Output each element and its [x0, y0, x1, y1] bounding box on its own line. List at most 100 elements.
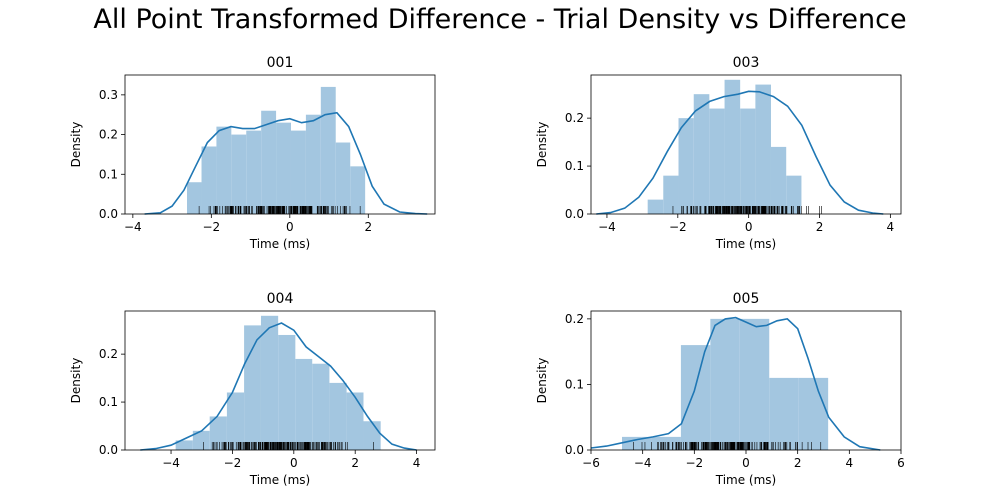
- histogram-bar: [740, 108, 756, 214]
- y-tick-label: 0.3: [99, 88, 118, 102]
- subplot-004: −4 −2 0 2 4 0.0 0.1 0.2 004 Time (ms) Density: [69, 291, 436, 487]
- x-tick-label: −4: [162, 456, 180, 470]
- y-tick-label: 0.0: [99, 207, 118, 221]
- histogram-bar: [680, 345, 711, 450]
- rug-marks: [672, 206, 822, 214]
- histogram-bar: [312, 363, 330, 450]
- histogram-bar: [209, 416, 227, 450]
- y-tick-label: 0.1: [99, 167, 118, 181]
- y-tick-label: 0.1: [565, 377, 584, 391]
- histogram-bar: [201, 146, 217, 214]
- histogram-bar: [346, 392, 364, 450]
- x-tick-label: −2: [669, 220, 687, 234]
- histogram-bar: [335, 142, 351, 214]
- kde-curve: [590, 316, 881, 451]
- kde-curve: [596, 90, 884, 215]
- y-tick-label: 0.1: [99, 395, 118, 409]
- rug-marks: [203, 442, 374, 450]
- histogram-bar: [260, 315, 279, 450]
- axes-frame: [590, 74, 902, 215]
- histogram-bar: [276, 122, 291, 214]
- y-axis-label: Density: [69, 122, 83, 168]
- axes-frame: [124, 74, 436, 215]
- y-tick-label: 0.0: [565, 207, 584, 221]
- subplot-title: 005: [733, 291, 760, 307]
- x-tick-label: 0: [290, 456, 298, 470]
- histogram-bar: [329, 382, 347, 450]
- x-tick-label: −2: [202, 220, 220, 234]
- x-tick-label: 2: [794, 456, 802, 470]
- y-axis-label: Density: [535, 358, 549, 404]
- histogram-bar: [290, 130, 306, 214]
- x-tick-label: −4: [124, 220, 142, 234]
- histogram-bar: [350, 166, 366, 214]
- x-tick-label: −2: [685, 456, 703, 470]
- x-tick-label: 4: [413, 456, 421, 470]
- histogram-bar: [663, 175, 679, 214]
- x-axis-label: Time (ms): [715, 473, 777, 487]
- subplot-title: 003: [733, 55, 760, 71]
- y-tick-label: 0.2: [99, 347, 118, 361]
- x-tick-label: 6: [897, 456, 905, 470]
- kde-curve: [144, 111, 428, 215]
- subplot-title: 004: [267, 291, 294, 307]
- histogram-bar: [755, 84, 771, 214]
- histogram-bar: [295, 358, 313, 450]
- rug-marks: [633, 442, 822, 450]
- histogram-bar: [770, 146, 787, 214]
- subplot-005: −6 −4 −2 0 2 4 6 0.0 0.1 0.2 005 Time (ms) Density: [535, 291, 905, 487]
- subplot-001: −4 −2 0 2 0.0 0.1 0.2 0.3 001 Time (ms) Density: [69, 55, 436, 251]
- x-axis-label: Time (ms): [249, 237, 311, 251]
- histogram-bar: [363, 421, 381, 450]
- histogram-bar: [246, 130, 262, 214]
- histogram-bar: [798, 377, 829, 450]
- x-tick-label: 0: [742, 456, 750, 470]
- histogram-bar: [244, 325, 261, 450]
- axes-frame: [124, 310, 436, 451]
- histogram-bar: [769, 377, 799, 450]
- histogram-bar: [622, 436, 652, 450]
- histogram-bar: [786, 175, 802, 214]
- histogram-bar: [226, 392, 245, 450]
- x-tick-label: 4: [887, 220, 895, 234]
- x-tick-label: −2: [224, 456, 242, 470]
- histogram-bar: [305, 114, 321, 214]
- y-axis-label: Density: [69, 358, 83, 404]
- histogram-bar: [739, 318, 770, 450]
- histogram-bar: [261, 110, 277, 214]
- x-tick-label: −4: [634, 456, 652, 470]
- histogram-bar: [678, 118, 694, 214]
- subplot-003: −4 −2 0 2 4 0.0 0.1 0.2 003 Time (ms) Density: [535, 55, 902, 251]
- histogram-bar: [693, 94, 710, 214]
- histogram-bar: [651, 436, 681, 450]
- x-tick-label: 2: [364, 220, 372, 234]
- histogram-bar: [278, 334, 296, 450]
- x-tick-label: −6: [582, 456, 600, 470]
- x-axis-label: Time (ms): [715, 237, 777, 251]
- histogram-bar: [187, 182, 202, 214]
- y-tick-label: 0.2: [565, 312, 584, 326]
- histogram-bar: [231, 134, 247, 214]
- figure-title: All Point Transformed Difference - Trial…: [93, 4, 907, 35]
- histogram-bar: [647, 199, 664, 214]
- histogram-bar: [724, 79, 741, 214]
- kde-curve: [140, 322, 417, 451]
- y-tick-label: 0.2: [99, 128, 118, 142]
- x-axis-label: Time (ms): [249, 473, 311, 487]
- x-tick-label: 0: [745, 220, 753, 234]
- y-tick-label: 0.0: [565, 443, 584, 457]
- histogram-bar: [216, 126, 232, 214]
- histogram-bar: [709, 108, 725, 214]
- y-tick-label: 0.0: [99, 443, 118, 457]
- subplot-title: 001: [267, 55, 294, 71]
- y-tick-label: 0.2: [565, 111, 584, 125]
- histogram-bar: [320, 86, 336, 214]
- x-tick-label: 2: [351, 456, 359, 470]
- rug-marks: [198, 206, 361, 214]
- histogram-bar: [192, 430, 210, 450]
- y-axis-label: Density: [535, 122, 549, 168]
- x-tick-label: −4: [598, 220, 616, 234]
- histogram-bar: [175, 440, 193, 450]
- histogram-bar: [710, 318, 740, 450]
